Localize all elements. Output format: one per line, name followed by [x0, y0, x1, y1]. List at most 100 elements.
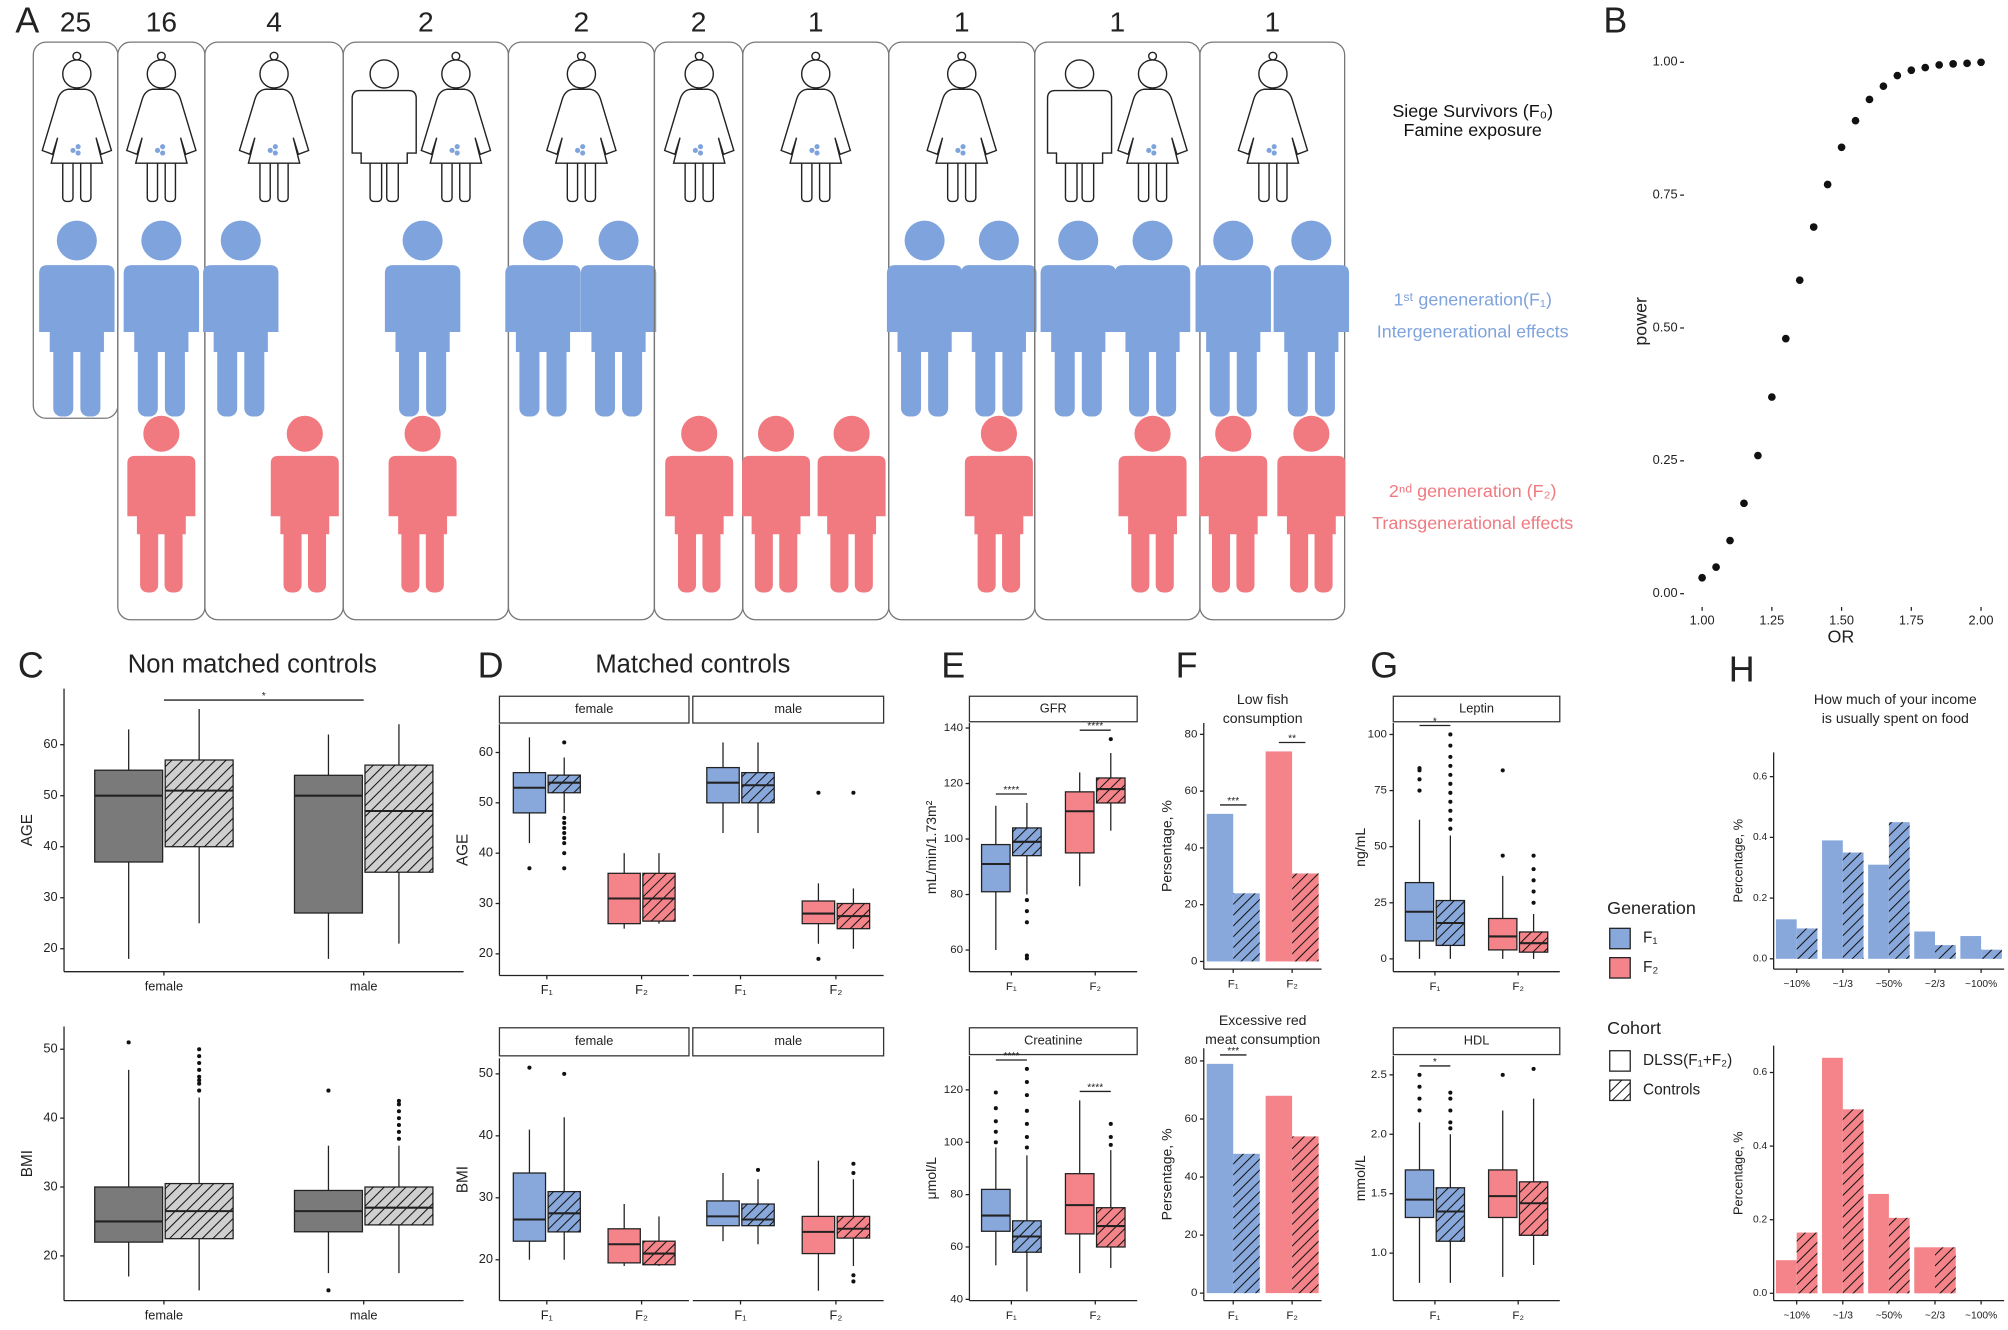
icon-head	[1134, 415, 1171, 452]
icon-leg	[1211, 527, 1231, 593]
icon-blob	[272, 150, 278, 156]
icon-leg	[401, 527, 420, 593]
box	[1487, 917, 1518, 951]
outlier	[197, 1067, 202, 1072]
outlier	[1108, 1134, 1113, 1140]
y-tick-label: 50	[43, 1041, 57, 1056]
outlier	[1024, 1108, 1029, 1113]
point	[1795, 276, 1804, 284]
icon-leg	[369, 157, 383, 203]
icon-leg	[818, 157, 831, 203]
facet-label: female	[575, 1033, 613, 1048]
icon-body	[886, 265, 963, 352]
facet-strip	[968, 695, 1138, 723]
female-outline-icon	[1117, 51, 1188, 203]
x-tick-label: ~2/3	[1925, 979, 1946, 990]
icon-head	[904, 220, 945, 261]
y-tick-label: 0.2	[1753, 1214, 1768, 1225]
outlier	[851, 1161, 856, 1166]
icon-head	[978, 220, 1019, 261]
icon-leg	[164, 344, 185, 417]
family-count: 4	[266, 7, 282, 38]
facet-strip	[1392, 695, 1561, 723]
legend-key-hatch	[1609, 1080, 1631, 1101]
bar-hatch	[1888, 822, 1910, 959]
outlier	[1448, 1108, 1453, 1113]
y-axis-title: power	[1630, 297, 1650, 346]
y-tick-label: 0	[1380, 953, 1386, 965]
panel-label: G	[1370, 646, 1398, 686]
family-count: 1	[1264, 7, 1280, 38]
x-tick-label: F₂	[1512, 1310, 1524, 1322]
bar	[1265, 1095, 1293, 1294]
x-tick-label: F₂	[1286, 978, 1298, 990]
icon-blob	[449, 147, 455, 154]
icon-blob	[814, 144, 820, 150]
y-tick-label: 100	[1368, 729, 1387, 741]
box-hatch	[1519, 931, 1548, 953]
y-tick-label: 50	[1374, 841, 1387, 853]
outlier	[1448, 1126, 1453, 1131]
y-tick-label: 0.25	[1653, 452, 1678, 467]
y-tick-label: 1.00	[1653, 54, 1678, 69]
icon-head	[757, 415, 795, 452]
signif-label: ****	[1087, 721, 1103, 732]
icon-head	[800, 59, 831, 89]
icon-leg	[1209, 344, 1230, 417]
icon-bow	[811, 51, 821, 61]
icon-leg	[702, 157, 715, 203]
female-outline-icon	[41, 51, 113, 203]
x-tick-label: F₁	[541, 1307, 553, 1322]
icon-head	[1137, 59, 1168, 89]
outlier	[1531, 900, 1536, 905]
box	[512, 1172, 547, 1242]
outlier	[396, 1109, 401, 1114]
box-hatch	[741, 772, 775, 803]
facet-label: Leptin	[1459, 700, 1494, 715]
y-tick-label: 2.5	[1371, 1069, 1387, 1081]
y-tick-label: 80	[1185, 728, 1198, 740]
icon-body	[505, 265, 581, 352]
family-count: 2	[574, 7, 590, 38]
y-tick-label: 1.5	[1371, 1188, 1387, 1200]
box-hatch	[1436, 1187, 1465, 1242]
icon-head	[1058, 220, 1099, 261]
y-axis-title: BMI	[455, 1166, 472, 1193]
icon-leg	[1155, 157, 1168, 203]
bar-hatch	[1935, 1247, 1956, 1294]
bar	[1265, 751, 1293, 962]
male-outline-icon	[351, 59, 417, 203]
bar	[1868, 864, 1889, 959]
icon-leg	[519, 344, 540, 417]
y-tick-label: 40	[1185, 842, 1198, 854]
outlier	[562, 841, 567, 846]
bar	[1206, 813, 1234, 962]
bar-hatch	[1842, 852, 1864, 959]
y-axis-title: ng/mL	[1352, 828, 1368, 867]
person-icon	[1114, 220, 1191, 417]
icon-head	[681, 415, 718, 452]
box	[980, 843, 1011, 893]
legend-label: DLSS(F₁+F₂)	[1643, 1052, 1732, 1069]
icon-leg	[977, 527, 996, 593]
y-tick-label: 20	[479, 945, 493, 960]
y-axis-title: mmol/L	[1352, 1155, 1368, 1201]
female-outline-icon	[663, 51, 735, 203]
outlier	[1024, 909, 1029, 914]
panel-label: C	[18, 646, 44, 686]
box-hatch	[165, 760, 234, 847]
outlier	[527, 1065, 532, 1070]
outlier	[1448, 781, 1453, 786]
x-tick-label: F₂	[1089, 981, 1101, 993]
outlier	[1024, 1121, 1029, 1126]
y-tick-label: 20	[1185, 899, 1198, 911]
icon-bow	[1268, 51, 1278, 61]
family-count: 1	[808, 7, 824, 38]
icon-dress	[1117, 88, 1188, 164]
outlier	[1448, 1120, 1453, 1125]
point	[1740, 499, 1748, 508]
icon-leg	[1002, 344, 1023, 417]
y-tick-label: 100	[944, 833, 963, 845]
icon-body	[817, 455, 886, 535]
y-axis-title: AGE	[19, 814, 36, 846]
